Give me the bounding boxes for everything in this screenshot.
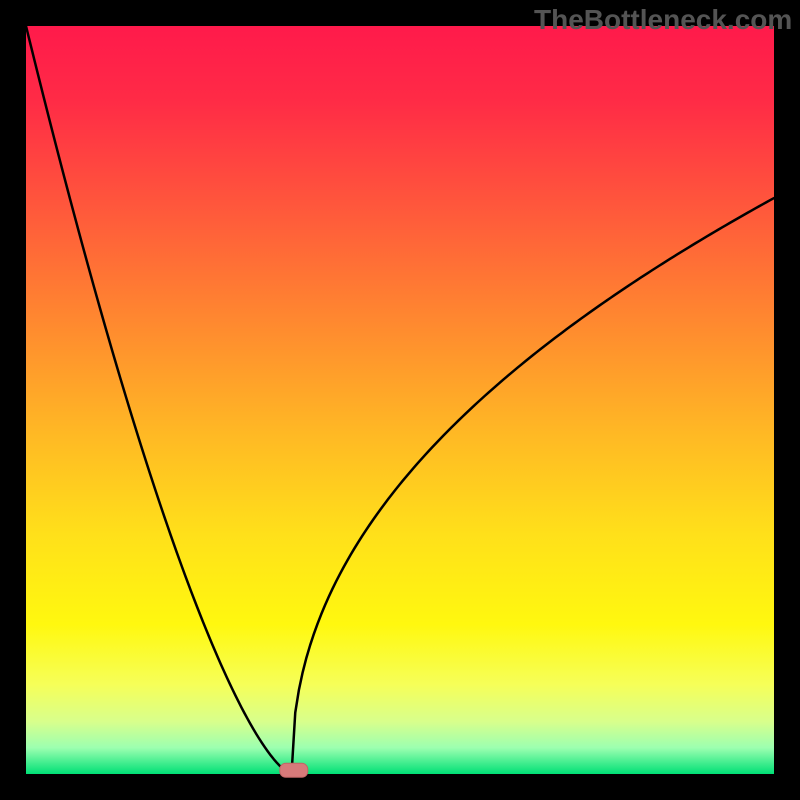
plot-area	[26, 26, 774, 774]
outer-frame: TheBottleneck.com	[0, 0, 800, 800]
chart-svg	[0, 0, 800, 800]
watermark-text: TheBottleneck.com	[534, 4, 792, 36]
optimum-marker	[280, 763, 308, 777]
